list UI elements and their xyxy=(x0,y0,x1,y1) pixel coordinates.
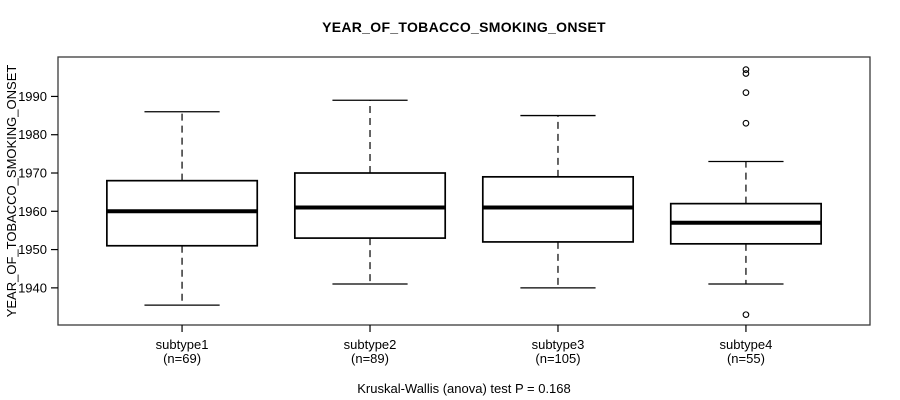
y-tick-label: 1970 xyxy=(18,166,47,181)
x-group-sublabel: (n=89) xyxy=(351,351,389,366)
x-group-sublabel: (n=105) xyxy=(535,351,580,366)
x-group-sublabel: (n=55) xyxy=(727,351,765,366)
plot-content: 1940 1950 1960 1970 1980 1990 subtype1(n=69) su… xyxy=(18,56,871,366)
y-tick-label: 1980 xyxy=(18,127,47,142)
x-group-sublabel: (n=69) xyxy=(163,351,201,366)
y-tick-label: 1950 xyxy=(18,242,47,257)
outlier-point xyxy=(742,119,750,127)
chart-title: YEAR_OF_TOBACCO_SMOKING_ONSET xyxy=(322,19,606,35)
plot-frame xyxy=(57,56,871,326)
x-group-label: subtype1 xyxy=(156,337,209,352)
outlier-point xyxy=(742,311,750,319)
stat-test-caption: Kruskal-Wallis (anova) test P = 0.168 xyxy=(357,381,571,396)
x-group-label: subtype3 xyxy=(532,337,585,352)
outlier-point xyxy=(742,89,750,96)
x-group-label: subtype2 xyxy=(344,337,397,352)
y-axis-title: YEAR_OF_TOBACCO_SMOKING_ONSET xyxy=(4,65,19,318)
y-tick-label: 1940 xyxy=(18,280,47,295)
outlier-point xyxy=(742,66,750,73)
y-tick-label: 1960 xyxy=(18,204,47,219)
outlier-point xyxy=(742,70,750,77)
y-tick-label: 1990 xyxy=(18,89,47,104)
x-group-label: subtype4 xyxy=(720,337,773,352)
